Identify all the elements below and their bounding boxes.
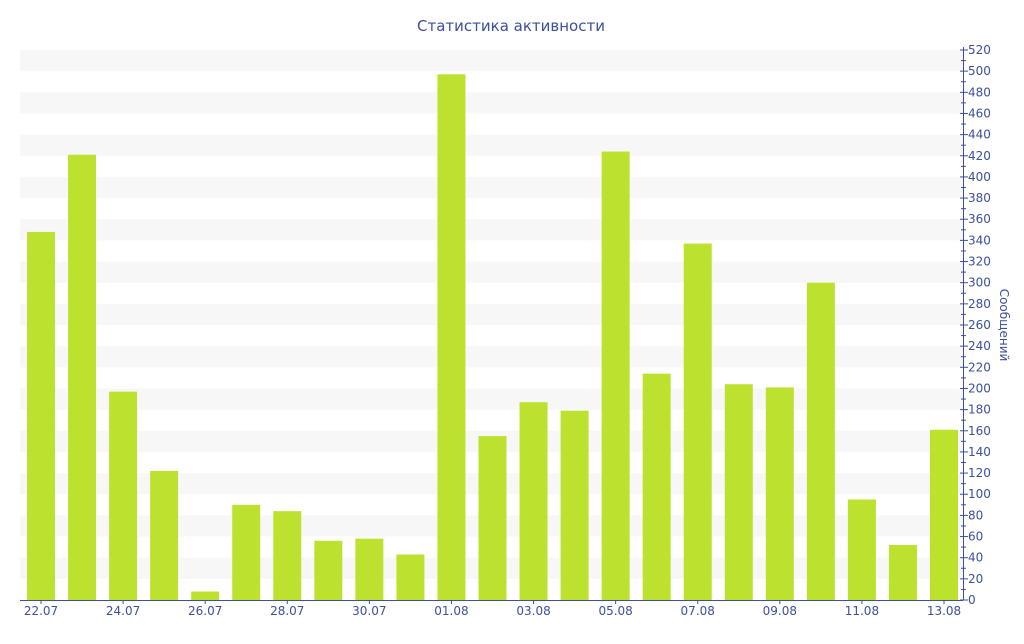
bar-27.07 <box>232 504 261 600</box>
bar-22.07 <box>27 231 55 600</box>
y-tick-label: 60 <box>968 530 983 544</box>
bar-01.08 <box>437 74 466 601</box>
bar-07.08 <box>683 243 712 601</box>
x-tick-label: 05.08 <box>598 604 632 618</box>
grid-band <box>20 303 963 325</box>
bar-05.08 <box>601 151 630 601</box>
y-tick-label: 320 <box>968 255 991 269</box>
y-tick-label: 340 <box>968 233 991 247</box>
bar-06.08 <box>642 373 671 600</box>
y-tick-label: 400 <box>968 170 991 184</box>
bar-08.08 <box>724 384 753 600</box>
bar-11.08 <box>847 499 876 600</box>
y-axis: 0 20 40 60 80 100 120 140 160 180 200 220 240 260 280 3… <box>960 43 991 607</box>
y-tick-label: 380 <box>968 191 991 205</box>
bar-23.07 <box>68 154 97 600</box>
y-tick-label: 200 <box>968 381 991 395</box>
y-tick-label: 500 <box>968 64 991 78</box>
bar-29.07 <box>314 540 343 600</box>
bar-10.08 <box>806 282 835 600</box>
y-tick-label: 460 <box>968 106 991 120</box>
y-tick-label: 280 <box>968 297 991 311</box>
bar-26.07 <box>191 591 220 600</box>
bar-28.07 <box>273 511 302 600</box>
x-tick-label: 11.08 <box>845 604 879 618</box>
x-tick-label: 26.07 <box>188 604 222 618</box>
bars <box>27 74 958 601</box>
y-tick-label: 520 <box>968 43 991 57</box>
grid-band <box>20 134 963 156</box>
y-tick-label: 40 <box>968 551 983 565</box>
bar-13.08 <box>930 429 958 600</box>
y-tick-label: 120 <box>968 466 991 480</box>
x-tick-label: 03.08 <box>516 604 550 618</box>
y-tick-label: 480 <box>968 85 991 99</box>
grid-band <box>20 261 963 283</box>
y-tick-label: 80 <box>968 508 983 522</box>
y-tick-label: 360 <box>968 212 991 226</box>
y-tick-label: 100 <box>968 487 991 501</box>
grid-band <box>20 92 963 114</box>
x-axis: 22.07 24.07 26.07 28.07 30.07 01.08 03.08 05.08… <box>20 600 963 618</box>
bar-02.08 <box>478 436 507 600</box>
y-tick-label: 440 <box>968 128 991 142</box>
bar-24.07 <box>109 391 138 600</box>
y-tick-label: 420 <box>968 149 991 163</box>
y-tick-label: 260 <box>968 318 991 332</box>
y-tick-label: 180 <box>968 403 991 417</box>
x-tick-label: 01.08 <box>434 604 468 618</box>
y-tick-label: 0 <box>968 593 976 607</box>
y-tick-label: 20 <box>968 572 983 586</box>
bar-25.07 <box>150 470 179 600</box>
y-tick-label: 140 <box>968 445 991 459</box>
bar-12.08 <box>888 545 917 600</box>
bar-03.08 <box>519 402 548 600</box>
y-tick-label: 160 <box>968 424 991 438</box>
bar-31.07 <box>396 554 425 600</box>
grid-band <box>20 346 963 368</box>
x-tick-label: 13.08 <box>927 604 961 618</box>
y-tick-label: 240 <box>968 339 991 353</box>
x-tick-label: 28.07 <box>270 604 304 618</box>
chart-title: Статистика активности <box>417 17 605 35</box>
x-tick-label: 30.07 <box>352 604 386 618</box>
grid-band <box>20 219 963 241</box>
y-tick-label: 300 <box>968 276 991 290</box>
y-axis-label: Сообщений <box>997 289 1011 362</box>
x-tick-label: 22.07 <box>24 604 58 618</box>
bar-04.08 <box>560 410 589 600</box>
grid-band <box>20 50 963 72</box>
bar-09.08 <box>765 387 794 600</box>
x-tick-label: 09.08 <box>763 604 797 618</box>
bar-30.07 <box>355 538 384 600</box>
x-tick-label: 07.08 <box>681 604 715 618</box>
y-tick-label: 220 <box>968 360 991 374</box>
grid-band <box>20 176 963 199</box>
x-tick-label: 24.07 <box>106 604 140 618</box>
